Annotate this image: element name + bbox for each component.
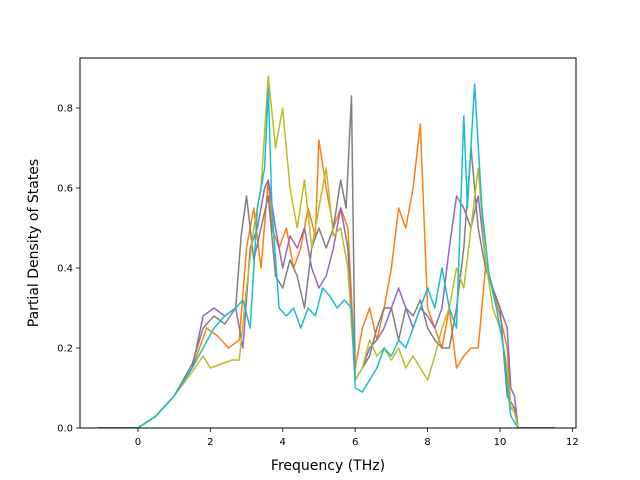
y-tick-label: 0.4 <box>57 264 73 275</box>
y-tick-label: 0.6 <box>57 184 73 195</box>
y-axis-label: Partial Density of States <box>26 159 42 327</box>
y-axis-ticks: 0.0 0.2 0.4 0.6 0.8 <box>57 104 80 435</box>
x-tick-label: 12 <box>566 437 579 448</box>
x-tick-label: 6 <box>352 437 358 448</box>
series-group <box>97 75 556 428</box>
x-tick-label: 8 <box>424 437 430 448</box>
y-tick-label: 0.8 <box>57 104 73 115</box>
x-axis-ticks: 0 2 4 6 8 10 12 <box>135 428 579 448</box>
x-tick-label: 4 <box>280 437 286 448</box>
x-axis-label: Frequency (THz) <box>271 458 385 474</box>
series-line-5 <box>97 83 556 428</box>
plot-frame <box>79 57 577 429</box>
y-tick-label: 0.2 <box>57 344 73 355</box>
x-tick-label: 0 <box>135 437 141 448</box>
y-tick-label: 0.0 <box>57 424 73 435</box>
x-tick-label: 2 <box>207 437 213 448</box>
x-tick-label: 10 <box>494 437 507 448</box>
